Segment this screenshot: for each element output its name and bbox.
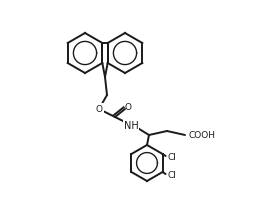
Text: O: O (124, 103, 131, 112)
Text: Cl: Cl (167, 153, 176, 162)
Text: Cl: Cl (167, 171, 176, 180)
Text: COOH: COOH (188, 131, 215, 140)
Text: NH: NH (123, 120, 138, 130)
Text: O: O (95, 105, 102, 114)
